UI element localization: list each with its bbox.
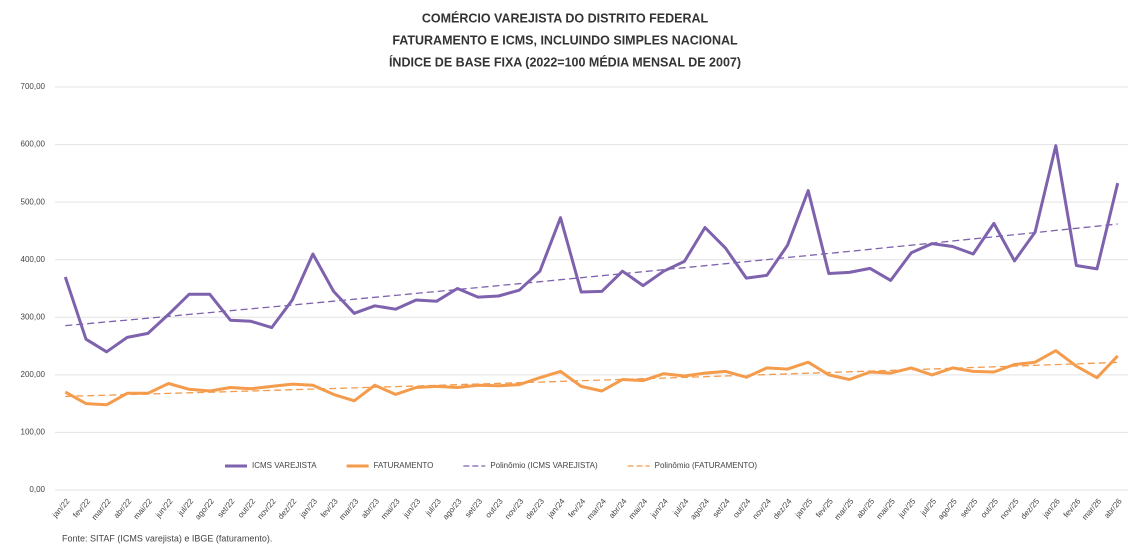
chart-title: ÍNDICE DE BASE FIXA (2022=100 MÉDIA MENS… — [389, 54, 741, 69]
y-tick-label: 500,00 — [21, 197, 46, 206]
legend-label: ICMS VAREJISTA — [252, 461, 317, 470]
y-tick-label: 700,00 — [21, 82, 46, 91]
y-tick-label: 100,00 — [21, 428, 46, 437]
legend-label: Polinômio (FATURAMENTO) — [655, 461, 758, 470]
y-tick-label: 400,00 — [21, 255, 46, 264]
y-tick-label: 600,00 — [21, 140, 46, 149]
y-tick-label: 300,00 — [21, 312, 46, 321]
y-tick-label: 0,00 — [29, 485, 45, 494]
trendline — [65, 223, 1118, 327]
chart-title: COMÉRCIO VAREJISTA DO DISTRITO FEDERAL — [422, 10, 709, 25]
legend-label: FATURAMENTO — [374, 461, 434, 470]
y-tick-label: 200,00 — [21, 370, 46, 379]
legend-label: Polinômio (ICMS VAREJISTA) — [490, 461, 598, 470]
chart-title: FATURAMENTO E ICMS, INCLUINDO SIMPLES NA… — [392, 33, 738, 47]
data-line — [63, 144, 1120, 354]
data-line — [64, 349, 1119, 407]
source-note: Fonte: SITAF (ICMS varejista) e IBGE (fa… — [62, 533, 272, 543]
